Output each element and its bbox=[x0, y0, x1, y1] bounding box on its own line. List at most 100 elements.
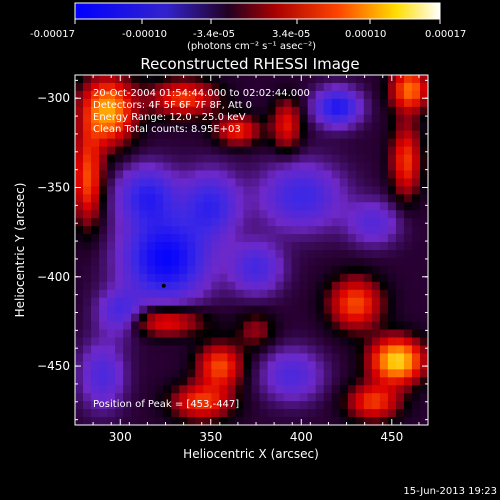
heatmap-cell bbox=[91, 122, 100, 132]
heatmap-cell bbox=[99, 297, 108, 307]
heatmap-cell bbox=[91, 242, 100, 251]
heatmap-cell bbox=[211, 345, 221, 354]
heatmap-cell bbox=[195, 385, 204, 394]
x-tick-label: 300 bbox=[109, 430, 132, 444]
heatmap-cell bbox=[195, 321, 204, 331]
heatmap-cell bbox=[75, 369, 84, 378]
heatmap-cell bbox=[75, 273, 84, 283]
heatmap-cell bbox=[131, 130, 140, 140]
heatmap-cell bbox=[395, 122, 405, 132]
heatmap-cell bbox=[227, 313, 237, 323]
heatmap-cell bbox=[379, 186, 389, 195]
heatmap-cell bbox=[371, 98, 381, 108]
heatmap-cell bbox=[219, 281, 229, 291]
heatmap-cell bbox=[283, 234, 293, 243]
heatmap-cell bbox=[379, 361, 389, 370]
heatmap-cell bbox=[179, 122, 188, 132]
heatmap-cell bbox=[131, 385, 140, 394]
heatmap-cell bbox=[379, 281, 389, 291]
heatmap-cell bbox=[291, 75, 301, 84]
heatmap-cell bbox=[291, 234, 301, 243]
heatmap-cell bbox=[219, 321, 229, 331]
heatmap-cell bbox=[339, 297, 349, 307]
heatmap-cell bbox=[259, 305, 269, 315]
heatmap-cell bbox=[75, 82, 84, 92]
heatmap-cell bbox=[323, 393, 333, 402]
heatmap-cell bbox=[75, 353, 84, 362]
heatmap-cell bbox=[235, 75, 245, 84]
heatmap-cell bbox=[411, 305, 421, 315]
heatmap-cell bbox=[363, 329, 373, 339]
heatmap-cell bbox=[195, 393, 204, 402]
heatmap-cell bbox=[339, 337, 349, 347]
heatmap-cell bbox=[331, 186, 341, 195]
heatmap-cell bbox=[179, 170, 188, 179]
heatmap-cell bbox=[307, 75, 317, 84]
heatmap-cell bbox=[195, 234, 204, 243]
heatmap-cell bbox=[219, 138, 229, 148]
heatmap-cell bbox=[227, 90, 237, 100]
heatmap-cell bbox=[203, 409, 212, 418]
heatmap-cell bbox=[163, 226, 172, 235]
heatmap-cell bbox=[267, 186, 277, 195]
heatmap-cell bbox=[419, 281, 428, 291]
heatmap-cell bbox=[251, 194, 261, 203]
heatmap-cell bbox=[307, 226, 317, 235]
heatmap-cell bbox=[115, 82, 124, 92]
heatmap-cell bbox=[179, 194, 188, 203]
heatmap-cell bbox=[403, 337, 413, 347]
heatmap-cell bbox=[291, 409, 301, 418]
heatmap-cell bbox=[235, 218, 245, 227]
heatmap-cell bbox=[395, 417, 405, 425]
heatmap-cell bbox=[307, 154, 317, 164]
heatmap-cell bbox=[163, 218, 172, 227]
heatmap-cell bbox=[243, 242, 253, 251]
heatmap-cell bbox=[275, 75, 285, 84]
heatmap-cell bbox=[83, 289, 92, 299]
heatmap-cell bbox=[323, 385, 333, 394]
heatmap-cell bbox=[419, 178, 428, 187]
heatmap-cell bbox=[211, 82, 221, 92]
heatmap-cell bbox=[363, 377, 373, 386]
heatmap-cell bbox=[139, 75, 148, 84]
heatmap-cell bbox=[411, 162, 421, 172]
heatmap-cell bbox=[131, 90, 140, 100]
heatmap-cell bbox=[75, 401, 84, 410]
heatmap-cell bbox=[139, 321, 148, 331]
heatmap-cell bbox=[291, 265, 301, 275]
heatmap-cell bbox=[179, 369, 188, 378]
heatmap-cell bbox=[91, 106, 100, 116]
heatmap-cell bbox=[203, 186, 212, 195]
heatmap-cell bbox=[355, 361, 365, 370]
heatmap-cell bbox=[299, 194, 309, 203]
heatmap-cell bbox=[227, 345, 237, 354]
heatmap-cell bbox=[195, 401, 204, 410]
heatmap-cell bbox=[299, 401, 309, 410]
heatmap-cell bbox=[371, 273, 381, 283]
heatmap-cell bbox=[259, 114, 269, 124]
heatmap-cell bbox=[179, 202, 188, 211]
heatmap-cell bbox=[107, 313, 116, 323]
heatmap-cell bbox=[195, 265, 204, 275]
heatmap-cell bbox=[283, 385, 293, 394]
heatmap-cell bbox=[155, 170, 164, 179]
heatmap-cell bbox=[179, 218, 188, 227]
heatmap-cell bbox=[139, 369, 148, 378]
heatmap-cell bbox=[179, 361, 188, 370]
heatmap-cell bbox=[99, 361, 108, 370]
colorbar-tick-label: -0.00017 bbox=[30, 29, 75, 40]
heatmap-cell bbox=[147, 218, 156, 227]
heatmap-cell bbox=[283, 257, 293, 267]
heatmap-cell bbox=[403, 401, 413, 410]
heatmap-cell bbox=[275, 321, 285, 331]
heatmap-cell bbox=[371, 250, 381, 259]
heatmap-cell bbox=[163, 385, 172, 394]
heatmap-cell bbox=[331, 353, 341, 362]
heatmap-cell bbox=[139, 329, 148, 339]
heatmap-cell bbox=[179, 313, 188, 323]
heatmap-cell bbox=[323, 297, 333, 307]
heatmap-cell bbox=[363, 281, 373, 291]
heatmap-cell bbox=[163, 250, 172, 259]
heatmap-cell bbox=[259, 146, 269, 156]
heatmap-cell bbox=[355, 210, 365, 219]
